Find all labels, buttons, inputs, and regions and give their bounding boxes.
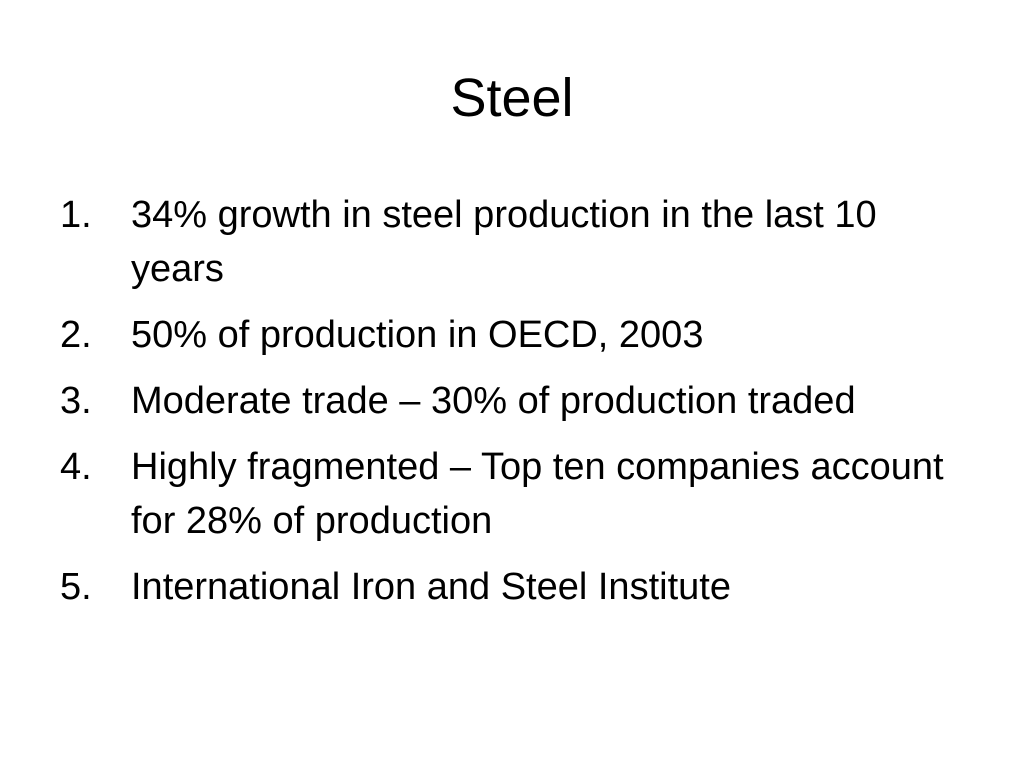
list-item-number: 1. [60,194,92,236]
list-item: 1. 34% growth in steel production in the… [60,188,980,296]
list-item: 3. Moderate trade – 30% of production tr… [60,374,980,428]
list-item-number: 2. [60,314,92,356]
list-item-text: International Iron and Steel Institute [131,566,731,608]
list-item-text: 34% growth in steel production in the la… [131,194,877,290]
list-item: 4. Highly fragmented – Top ten companies… [60,440,980,548]
slide-title: Steel [450,68,574,128]
list-item-number: 3. [60,380,92,422]
list-item-number: 5. [60,566,92,608]
list-item: 2. 50% of production in OECD, 2003 [60,308,980,362]
list-item-text: 50% of production in OECD, 2003 [131,314,704,356]
list-item-number: 4. [60,446,92,488]
list-item-text: Moderate trade – 30% of production trade… [131,380,856,422]
list-item: 5. International Iron and Steel Institut… [60,560,980,614]
numbered-list: 1. 34% growth in steel production in the… [60,188,980,626]
list-item-text: Highly fragmented – Top ten companies ac… [131,446,944,542]
